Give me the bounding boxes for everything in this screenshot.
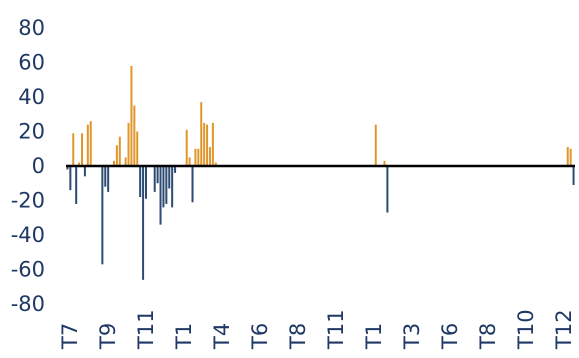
bar-negative — [171, 166, 174, 208]
x-tick-label: T7 — [58, 323, 82, 350]
x-tick-label: T8 — [286, 323, 310, 350]
bar-positive — [72, 133, 75, 166]
bar-positive — [78, 162, 81, 166]
bar-negative — [66, 166, 69, 170]
bar-positive — [566, 147, 569, 166]
x-tick-label: T3 — [400, 323, 424, 350]
bar-negative — [142, 166, 145, 280]
bar-negative — [144, 166, 147, 199]
bar-positive — [124, 157, 127, 167]
bar-negative — [168, 166, 171, 189]
y-tick-label: 80 — [18, 16, 45, 40]
y-tick-label: -60 — [11, 258, 45, 282]
bar-negative — [162, 166, 165, 208]
bar-positive — [130, 65, 133, 166]
x-tick-label: T11 — [134, 309, 158, 350]
x-tick-label: T1 — [172, 323, 196, 350]
bar-positive — [214, 162, 217, 166]
bar-negative — [191, 166, 194, 203]
bar-positive — [133, 105, 136, 167]
bar-negative — [156, 166, 159, 184]
x-tick-label: T4 — [210, 323, 234, 350]
bar-positive — [197, 148, 200, 166]
bar-positive — [89, 121, 92, 166]
bar-negative — [153, 166, 156, 192]
x-tick-label: T1 — [362, 323, 386, 350]
y-tick-label: -80 — [11, 292, 45, 316]
bar-positive — [200, 102, 203, 166]
y-axis-tick-labels: 80 60 40 20 0 -20 -40 -60 -80 — [11, 16, 45, 316]
bar-positive — [127, 122, 130, 167]
y-tick-label: -40 — [11, 223, 45, 247]
bar-positive — [115, 145, 118, 166]
y-tick-label: 40 — [18, 85, 45, 109]
x-tick-label: T6 — [248, 323, 272, 350]
bar-positive — [86, 124, 89, 166]
x-tick-label: T10 — [514, 309, 538, 350]
bar-positive — [206, 124, 209, 166]
bar-positive — [136, 131, 139, 166]
bar-positive — [383, 160, 386, 166]
x-tick-label: T8 — [476, 323, 500, 350]
bar-negative — [101, 166, 104, 265]
x-tick-label: T11 — [324, 309, 348, 350]
y-tick-label: 20 — [18, 120, 45, 144]
bar-negative — [159, 166, 162, 225]
bar-positive — [203, 122, 206, 167]
bars — [66, 65, 575, 280]
bar-negative — [83, 166, 86, 177]
bar-positive — [211, 122, 214, 167]
x-tick-label: T6 — [438, 323, 462, 350]
bar-negative — [386, 166, 389, 213]
bar-positive — [185, 129, 188, 166]
bar-negative — [75, 166, 78, 204]
bar-positive — [118, 136, 121, 166]
bar-positive — [112, 160, 115, 166]
y-tick-label: 60 — [18, 51, 45, 75]
bar-negative — [174, 166, 177, 173]
x-axis-tick-labels: T7 T9 T11 T1 T4 T6 T8 T11 T1 T3 T6 T8 T10 T12 — [58, 309, 576, 350]
x-tick-label: T9 — [96, 323, 120, 350]
bar-positive — [188, 157, 191, 167]
bar-negative — [107, 166, 110, 192]
bar-negative — [165, 166, 168, 204]
bar-positive — [569, 148, 572, 166]
y-tick-label: 0 — [32, 154, 45, 178]
bar-negative — [104, 166, 107, 187]
x-tick-label: T12 — [552, 309, 576, 350]
bar-negative — [139, 166, 142, 198]
bar-negative — [572, 166, 575, 185]
bar-negative — [69, 166, 72, 191]
y-tick-label: -20 — [11, 189, 45, 213]
bar-positive — [81, 133, 83, 166]
bar-positive — [208, 147, 211, 166]
bar-positive — [194, 148, 197, 166]
bar-positive — [374, 124, 377, 166]
